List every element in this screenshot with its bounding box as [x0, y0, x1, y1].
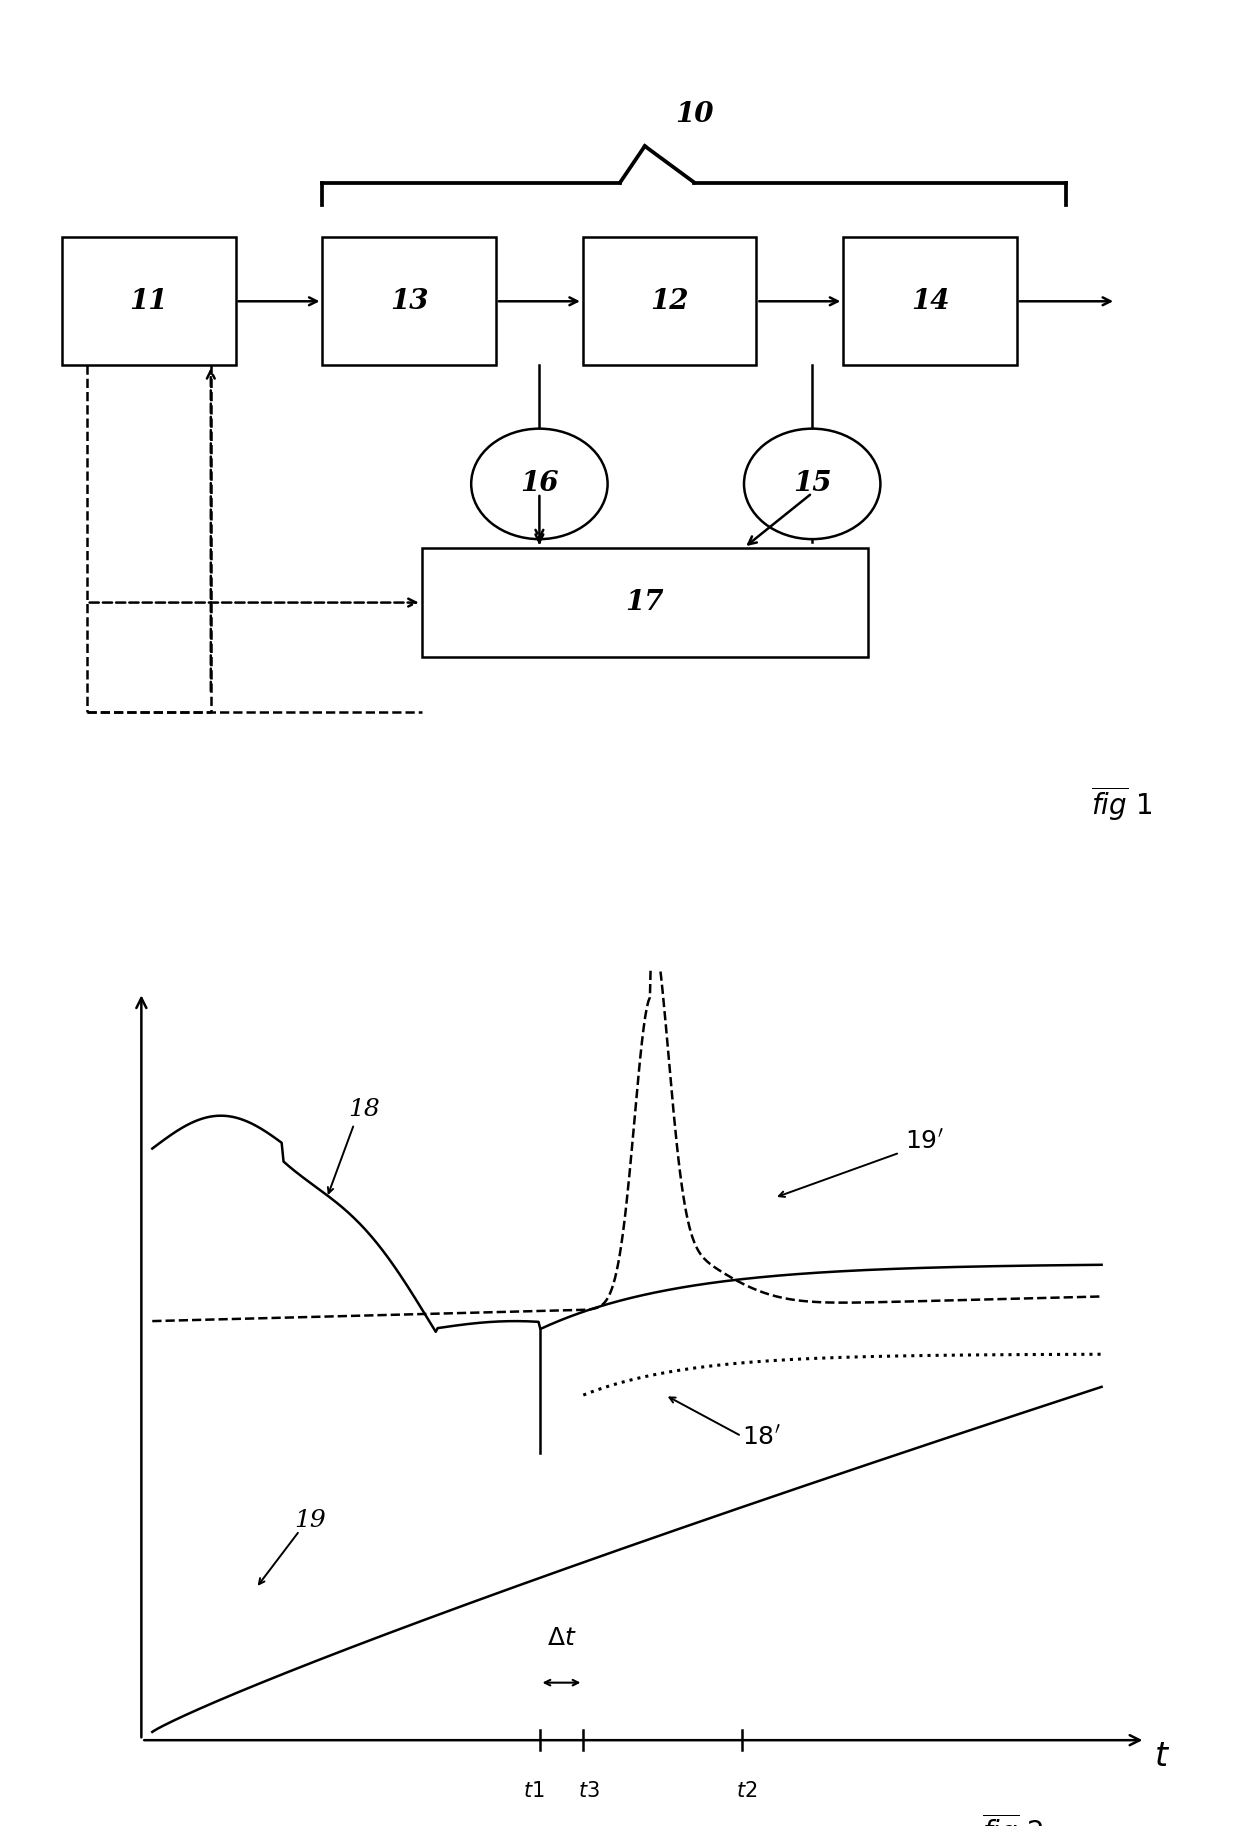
- Text: $\overline{fig}\ 1$: $\overline{fig}\ 1$: [1091, 783, 1152, 824]
- Text: 16: 16: [520, 471, 559, 497]
- Text: $\Delta t$: $\Delta t$: [547, 1627, 577, 1651]
- Text: 17: 17: [625, 590, 665, 615]
- Bar: [843, 237, 1017, 365]
- Text: $t$: $t$: [1153, 1740, 1169, 1773]
- Text: $t1$: $t1$: [523, 1782, 544, 1800]
- Text: 12: 12: [650, 289, 689, 314]
- Text: $t2$: $t2$: [737, 1782, 758, 1800]
- Ellipse shape: [471, 429, 608, 539]
- Text: 10: 10: [675, 100, 714, 128]
- Bar: [583, 237, 756, 365]
- Text: $18'$: $18'$: [742, 1426, 780, 1450]
- Text: 13: 13: [389, 289, 429, 314]
- Bar: [422, 548, 868, 657]
- Bar: [322, 237, 496, 365]
- Text: 18: 18: [348, 1097, 381, 1121]
- Text: $\overline{fig}\ 2$: $\overline{fig}\ 2$: [982, 1811, 1043, 1826]
- Bar: [62, 237, 236, 365]
- Text: 19: 19: [294, 1508, 326, 1532]
- Text: 15: 15: [792, 471, 832, 497]
- Text: $19'$: $19'$: [905, 1130, 944, 1154]
- Ellipse shape: [744, 429, 880, 539]
- Text: 14: 14: [910, 289, 950, 314]
- Text: 11: 11: [129, 289, 169, 314]
- Text: $t3$: $t3$: [578, 1782, 600, 1800]
